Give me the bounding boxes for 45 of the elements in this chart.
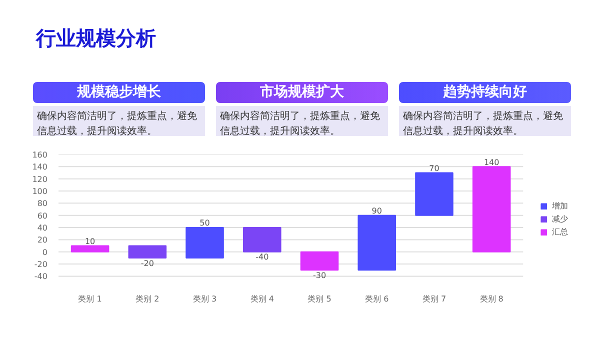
bar <box>415 172 454 216</box>
x-tick-label: 类别 8 <box>480 294 504 304</box>
data-label: 50 <box>200 218 210 228</box>
chart-title: 行业规模分析 <box>36 25 156 52</box>
y-tick-label: 20 <box>37 236 48 245</box>
legend-label: 增加 <box>552 200 569 211</box>
x-tick-label: 类别 6 <box>365 294 389 304</box>
data-label: -20 <box>140 258 154 268</box>
text: 规模稳步增长 <box>33 82 205 103</box>
y-tick-label: 100 <box>32 187 48 196</box>
text: 趋势持续向好 <box>399 82 571 103</box>
y-tick-label: 80 <box>37 199 48 208</box>
data-label: 70 <box>429 164 440 173</box>
y-tick-label: 60 <box>37 211 48 220</box>
y-tick-label: 160 <box>32 150 48 160</box>
y-tick-label: 120 <box>32 174 48 184</box>
y-tick-label: -40 <box>34 272 48 282</box>
y-tick-label: 140 <box>32 162 48 172</box>
bar <box>472 166 511 252</box>
y-tick-label: -20 <box>34 260 48 270</box>
x-tick-label: 类别 4 <box>250 294 274 304</box>
x-tick-label: 类别 3 <box>192 294 217 304</box>
data-label: -30 <box>312 270 326 280</box>
text: 市场规模扩大 <box>216 82 388 103</box>
legend-label: 汇总 <box>552 226 569 237</box>
x-tick-label: 类别 5 <box>308 294 332 304</box>
x-tick-label: 类别 1 <box>78 294 102 304</box>
bar <box>186 227 224 258</box>
bar <box>128 245 167 258</box>
x-tick-label: 类别 7 <box>422 294 446 304</box>
legend-label: 减少 <box>552 213 569 224</box>
data-label: -40 <box>256 252 269 262</box>
text: 确保内容简洁明了，提炼重点，避免信息过载，提升阅读效率。 <box>216 106 388 137</box>
bar <box>358 214 396 271</box>
y-tick-label: 40 <box>37 224 48 233</box>
data-label: 90 <box>372 206 382 216</box>
bar <box>300 251 339 271</box>
bar <box>242 227 282 252</box>
data-label: 10 <box>84 236 96 246</box>
text: 确保内容简洁明了，提炼重点，避免信息过载，提升阅读效率。 <box>399 106 571 137</box>
x-tick-label: 类别 2 <box>136 294 160 304</box>
text: 确保内容简洁明了，提炼重点，避免信息过载，提升阅读效率。 <box>33 106 205 137</box>
y-tick-label: 0 <box>42 248 48 257</box>
bar <box>70 245 110 252</box>
data-label: 140 <box>484 158 500 167</box>
